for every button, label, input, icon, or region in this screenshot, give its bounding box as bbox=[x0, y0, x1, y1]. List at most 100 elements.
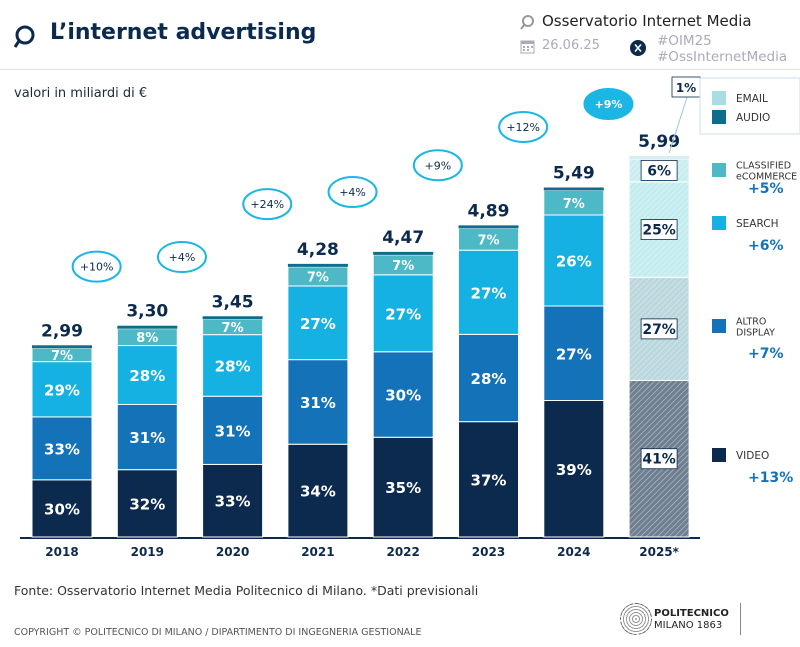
legend-swatch bbox=[712, 216, 726, 230]
legend-label: VIDEO bbox=[736, 450, 769, 462]
bar-segment-search bbox=[31, 361, 93, 418]
growth-bubble bbox=[583, 88, 634, 120]
bar-segment-classified-ecommerce bbox=[543, 190, 605, 216]
growth-bubble bbox=[71, 250, 122, 283]
politecnico-logo: POLITECNICO MILANO 1863 bbox=[654, 608, 729, 632]
bar-segment-altro-display bbox=[287, 359, 349, 445]
x-tick-label: 2024 bbox=[557, 545, 590, 559]
bar-segment-audio-email bbox=[373, 251, 434, 255]
segment-label: 31% bbox=[215, 422, 251, 440]
bar-segment-video bbox=[458, 421, 519, 538]
growth-bubble bbox=[327, 176, 378, 209]
bar-segment-altro-display bbox=[202, 395, 264, 465]
x-tick-label: 2023 bbox=[472, 545, 505, 559]
growth-bubble bbox=[156, 241, 207, 274]
segment-label: 32% bbox=[129, 495, 165, 513]
segment-label: 27% bbox=[300, 315, 336, 333]
growth-bubble bbox=[242, 188, 293, 221]
growth-label: +24% bbox=[250, 198, 284, 211]
legend-growth: +6% bbox=[748, 238, 784, 254]
segment-label: 7% bbox=[563, 197, 585, 212]
bar-segment-altro-display bbox=[31, 416, 93, 481]
page-title: L’internet advertising bbox=[50, 20, 317, 45]
total-label: 5,49 bbox=[553, 164, 595, 184]
bar-segment-search bbox=[116, 345, 178, 405]
segment-label: 31% bbox=[129, 429, 165, 447]
x-tick-label: 2025* bbox=[639, 545, 679, 559]
growth-bubble bbox=[498, 111, 549, 143]
x-tick-label: 2020 bbox=[216, 545, 249, 559]
bar-segment-video bbox=[287, 443, 349, 538]
segment-label: 27% bbox=[556, 345, 592, 363]
x-tick-label: 2021 bbox=[301, 545, 334, 559]
callout-line bbox=[668, 96, 688, 154]
bar-segment-audio-email bbox=[117, 325, 178, 329]
segment-label: 30% bbox=[385, 387, 421, 405]
bar-segment-altro-display bbox=[543, 305, 605, 401]
bar-segment-search bbox=[202, 334, 264, 397]
legend-swatch bbox=[712, 91, 726, 105]
segment-label: 31% bbox=[300, 394, 336, 412]
total-label: 3,45 bbox=[212, 292, 254, 312]
segment-label: 28% bbox=[471, 370, 507, 388]
segment-label: 7% bbox=[222, 321, 244, 336]
legend-label: ALTRO bbox=[736, 317, 766, 328]
segment-label: 33% bbox=[215, 493, 251, 511]
segment-label: 25% bbox=[642, 223, 676, 239]
segment-label: 26% bbox=[556, 253, 592, 271]
bar-segment-audio-email bbox=[543, 187, 604, 191]
legend-swatch bbox=[712, 448, 726, 462]
bar-segment-audio-email bbox=[32, 345, 92, 349]
total-label: 4,89 bbox=[468, 201, 510, 221]
segment-label: 7% bbox=[477, 233, 499, 248]
segment-label: 8% bbox=[136, 331, 158, 346]
legend-label: DISPLAY bbox=[736, 328, 775, 339]
copyright: COPYRIGHT © POLITECNICO DI MILANO / DIPA… bbox=[14, 627, 422, 638]
forecast-label-box bbox=[640, 219, 678, 240]
forecast-label-box bbox=[640, 318, 678, 340]
segment-label: 27% bbox=[642, 322, 676, 338]
segment-label: 27% bbox=[471, 284, 507, 302]
bar-segment-altro-display bbox=[372, 351, 434, 438]
total-label: 3,30 bbox=[126, 302, 168, 322]
bar-segment-search bbox=[458, 249, 519, 335]
politecnico-seal-logo bbox=[620, 603, 652, 635]
bar-segment-video bbox=[31, 479, 93, 538]
bar-segment-audio-email bbox=[287, 263, 348, 267]
growth-bubble bbox=[412, 149, 463, 182]
legend-swatch bbox=[712, 319, 726, 333]
x-twitter-icon[interactable] bbox=[630, 40, 646, 56]
total-label: 5,99 bbox=[638, 132, 680, 152]
forecast-label-box bbox=[640, 159, 678, 181]
growth-label: +9% bbox=[425, 159, 452, 172]
growth-label: +9% bbox=[594, 98, 622, 111]
header-divider bbox=[0, 69, 800, 70]
hashtag: #OssInternetMedia bbox=[657, 49, 788, 65]
legend-swatch bbox=[712, 163, 726, 177]
segment-label: 30% bbox=[44, 500, 80, 518]
legend-label: AUDIO bbox=[736, 112, 770, 124]
source-note: Fonte: Osservatorio Internet Media Polit… bbox=[14, 583, 479, 598]
bar-segment-video bbox=[116, 469, 178, 538]
segment-label: 37% bbox=[471, 471, 507, 489]
bar-segment-search bbox=[287, 285, 349, 361]
segment-label: 34% bbox=[300, 483, 336, 501]
bar-segment-audio-email bbox=[629, 155, 690, 159]
logo-divider bbox=[740, 603, 741, 635]
segment-label: 7% bbox=[307, 270, 329, 285]
org-name: Osservatorio Internet Media bbox=[542, 12, 752, 30]
legend-growth: +5% bbox=[748, 181, 784, 197]
segment-label: 28% bbox=[129, 367, 165, 385]
legend-growth: +7% bbox=[748, 346, 784, 362]
bar-segment-audio-email bbox=[458, 225, 519, 229]
segment-label: 27% bbox=[385, 305, 421, 323]
growth-label: +4% bbox=[339, 186, 366, 199]
search-icon bbox=[14, 25, 35, 48]
legend-growth: +13% bbox=[748, 470, 793, 486]
bar-segment-search bbox=[372, 274, 434, 353]
segment-label: 7% bbox=[392, 259, 414, 274]
logo-line2: MILANO 1863 bbox=[654, 620, 723, 631]
event-date: 26.06.25 bbox=[542, 38, 600, 53]
total-label: 2,99 bbox=[41, 321, 83, 341]
logo-line1: POLITECNICO bbox=[654, 608, 729, 619]
